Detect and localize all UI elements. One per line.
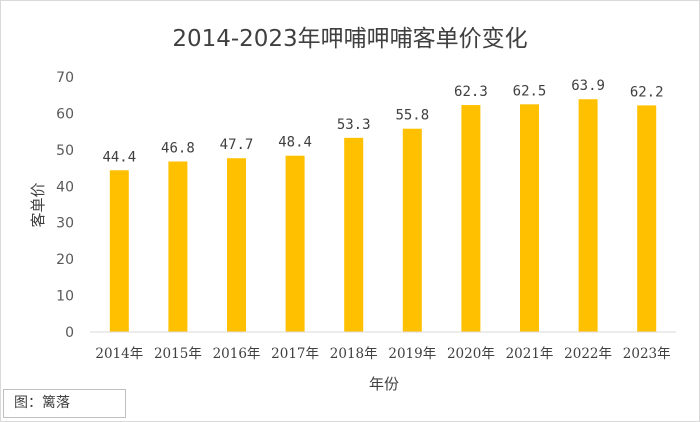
bar bbox=[520, 104, 539, 332]
bar bbox=[285, 155, 305, 332]
x-tick-label: 2017年 bbox=[271, 346, 319, 362]
data-label: 55.8 bbox=[395, 108, 429, 124]
data-label: 44.4 bbox=[102, 149, 136, 165]
y-tick-label: 60 bbox=[56, 106, 74, 122]
y-tick-label: 20 bbox=[56, 252, 74, 268]
y-tick-label: 30 bbox=[56, 216, 74, 232]
x-tick-label: 2023年 bbox=[623, 346, 671, 362]
x-axis-label: 年份 bbox=[369, 375, 399, 393]
bar bbox=[402, 128, 422, 332]
bar bbox=[578, 99, 598, 332]
bar bbox=[168, 161, 188, 332]
data-label: 63.9 bbox=[571, 78, 605, 94]
bar bbox=[109, 170, 129, 332]
x-tick-label: 2016年 bbox=[213, 346, 261, 362]
y-tick-label: 40 bbox=[56, 179, 74, 195]
data-label: 62.2 bbox=[630, 84, 664, 100]
y-tick-label: 50 bbox=[56, 143, 74, 159]
data-label: 53.3 bbox=[337, 117, 371, 133]
x-tick-label: 2014年 bbox=[95, 346, 143, 362]
chart-title: 2014-2023年呷哺呷哺客单价变化 bbox=[172, 26, 527, 52]
data-label: 47.7 bbox=[220, 137, 254, 153]
x-tick-label: 2020年 bbox=[447, 346, 495, 362]
bar bbox=[461, 105, 481, 332]
bar bbox=[344, 137, 364, 332]
data-label: 62.5 bbox=[513, 83, 547, 99]
x-tick-label: 2018年 bbox=[330, 346, 378, 362]
x-tick-label: 2021年 bbox=[506, 346, 554, 362]
bar bbox=[637, 105, 657, 333]
y-axis-label: 客单价 bbox=[29, 182, 47, 227]
data-label: 62.3 bbox=[454, 84, 488, 100]
x-tick-label: 2019年 bbox=[388, 346, 436, 362]
bar bbox=[227, 158, 246, 332]
data-label: 48.4 bbox=[278, 135, 312, 151]
y-tick-label: 70 bbox=[56, 70, 74, 86]
y-tick-label: 0 bbox=[65, 325, 74, 341]
image-credit: 图：篱落 bbox=[3, 389, 126, 418]
data-label: 46.8 bbox=[161, 141, 195, 157]
x-tick-label: 2015年 bbox=[154, 346, 202, 362]
y-tick-label: 10 bbox=[56, 289, 74, 305]
x-tick-label: 2022年 bbox=[564, 346, 612, 362]
